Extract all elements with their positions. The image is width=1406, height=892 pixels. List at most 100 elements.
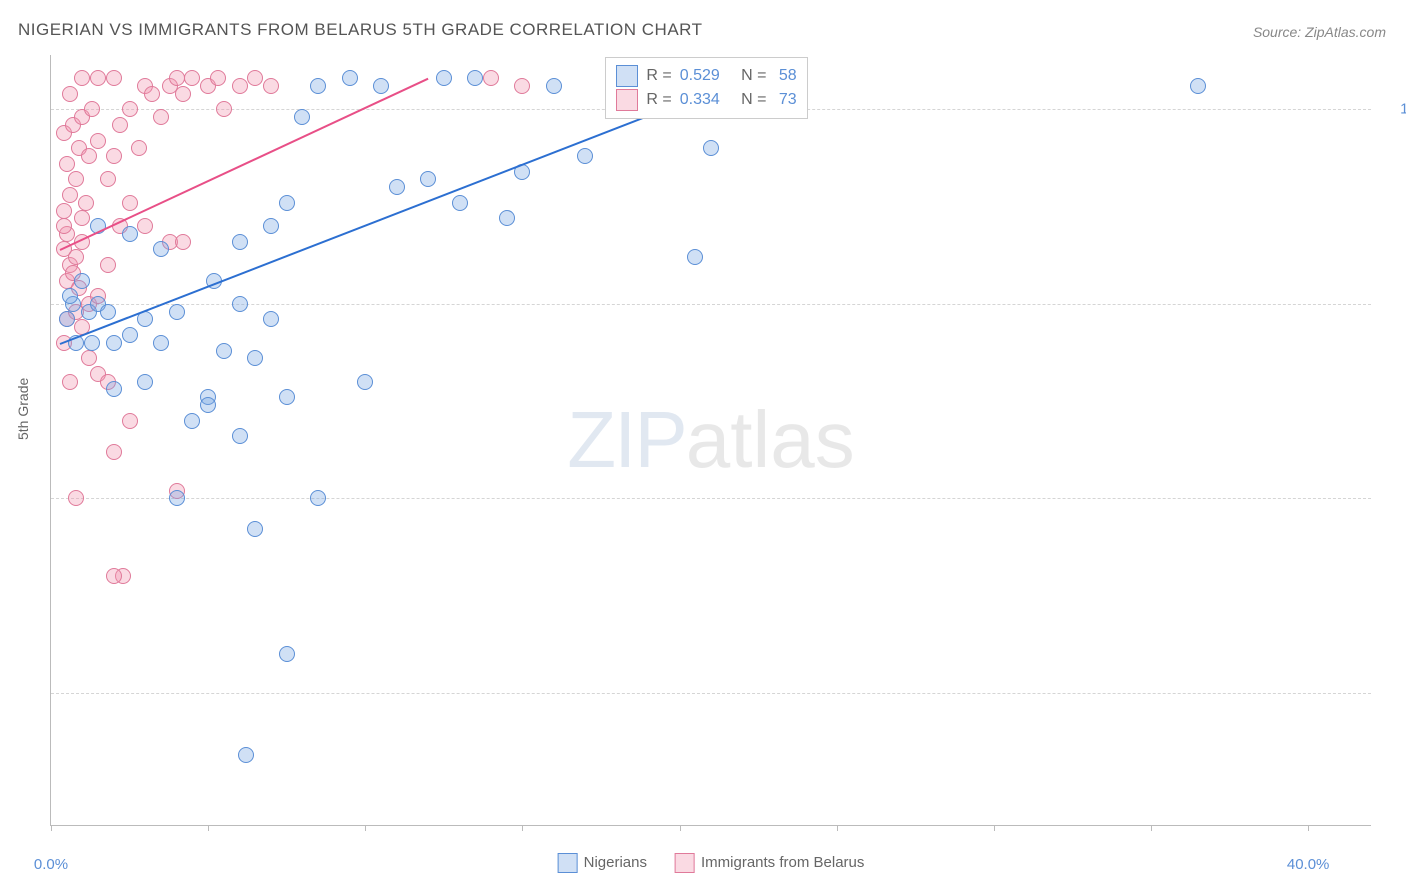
marker-nigerian	[74, 273, 90, 289]
marker-belarus	[175, 86, 191, 102]
x-tick	[680, 825, 681, 831]
legend-n-value: 58	[779, 64, 797, 88]
marker-nigerian	[546, 78, 562, 94]
marker-nigerian	[232, 234, 248, 250]
marker-belarus	[169, 70, 185, 86]
marker-nigerian	[62, 288, 78, 304]
marker-belarus	[81, 148, 97, 164]
marker-belarus	[263, 78, 279, 94]
marker-nigerian	[169, 304, 185, 320]
gridline-h	[51, 304, 1371, 305]
x-tick	[837, 825, 838, 831]
marker-nigerian	[232, 296, 248, 312]
marker-nigerian	[467, 70, 483, 86]
marker-belarus	[232, 78, 248, 94]
x-tick	[1151, 825, 1152, 831]
gridline-h	[51, 693, 1371, 694]
marker-belarus	[62, 374, 78, 390]
marker-belarus	[122, 413, 138, 429]
y-axis-label: 5th Grade	[15, 378, 31, 440]
x-tick-label: 40.0%	[1287, 856, 1330, 873]
x-tick	[51, 825, 52, 831]
marker-belarus	[74, 70, 90, 86]
marker-belarus	[68, 249, 84, 265]
marker-belarus	[514, 78, 530, 94]
marker-belarus	[90, 133, 106, 149]
legend-r-value: 0.529	[680, 64, 720, 88]
x-tick-label: 0.0%	[34, 856, 68, 873]
marker-nigerian	[216, 343, 232, 359]
marker-belarus	[90, 70, 106, 86]
x-tick	[208, 825, 209, 831]
marker-belarus	[153, 109, 169, 125]
marker-belarus	[62, 187, 78, 203]
legend-r-value: 0.334	[680, 88, 720, 112]
legend-swatch	[616, 89, 638, 111]
marker-nigerian	[310, 490, 326, 506]
marker-nigerian	[373, 78, 389, 94]
marker-belarus	[78, 195, 94, 211]
marker-nigerian	[247, 521, 263, 537]
marker-nigerian	[279, 646, 295, 662]
legend-r-label: R =	[646, 88, 671, 112]
marker-belarus	[81, 350, 97, 366]
legend-n-value: 73	[779, 88, 797, 112]
marker-nigerian	[389, 179, 405, 195]
marker-belarus	[59, 156, 75, 172]
y-tick-label: 95.0%	[1381, 490, 1406, 507]
legend-n-label: N =	[728, 64, 771, 88]
marker-belarus	[84, 101, 100, 117]
marker-nigerian	[247, 350, 263, 366]
marker-belarus	[210, 70, 226, 86]
legend-item: Nigerians	[558, 853, 647, 873]
marker-nigerian	[279, 389, 295, 405]
marker-belarus	[216, 101, 232, 117]
marker-nigerian	[184, 413, 200, 429]
marker-nigerian	[100, 304, 116, 320]
marker-belarus	[106, 70, 122, 86]
marker-nigerian	[84, 335, 100, 351]
marker-belarus	[247, 70, 263, 86]
marker-nigerian	[106, 381, 122, 397]
marker-nigerian	[122, 327, 138, 343]
legend-r-label: R =	[646, 64, 671, 88]
marker-nigerian	[169, 490, 185, 506]
marker-belarus	[68, 171, 84, 187]
marker-belarus	[483, 70, 499, 86]
marker-nigerian	[263, 311, 279, 327]
marker-belarus	[137, 218, 153, 234]
marker-nigerian	[1190, 78, 1206, 94]
legend-label: Nigerians	[584, 854, 647, 871]
source-label: Source: ZipAtlas.com	[1253, 24, 1386, 40]
scatter-plot: ZIPatlas 92.5%95.0%97.5%100.0%0.0%40.0%R…	[50, 55, 1371, 826]
marker-belarus	[106, 568, 122, 584]
marker-belarus	[184, 70, 200, 86]
marker-belarus	[100, 257, 116, 273]
marker-belarus	[122, 101, 138, 117]
marker-belarus	[106, 444, 122, 460]
marker-nigerian	[122, 226, 138, 242]
marker-nigerian	[310, 78, 326, 94]
marker-nigerian	[420, 171, 436, 187]
marker-nigerian	[436, 70, 452, 86]
watermark: ZIPatlas	[567, 394, 854, 486]
legend-item: Immigrants from Belarus	[675, 853, 864, 873]
marker-nigerian	[452, 195, 468, 211]
marker-belarus	[122, 195, 138, 211]
marker-belarus	[56, 203, 72, 219]
marker-belarus	[68, 490, 84, 506]
x-tick	[1308, 825, 1309, 831]
watermark-zip: ZIP	[567, 395, 685, 484]
legend-series: Nigerians Immigrants from Belarus	[558, 853, 865, 873]
marker-nigerian	[153, 241, 169, 257]
y-tick-label: 100.0%	[1381, 101, 1406, 118]
marker-nigerian	[59, 311, 75, 327]
marker-nigerian	[294, 109, 310, 125]
marker-nigerian	[238, 747, 254, 763]
marker-nigerian	[342, 70, 358, 86]
marker-nigerian	[232, 428, 248, 444]
legend-swatch	[675, 853, 695, 873]
marker-nigerian	[279, 195, 295, 211]
marker-belarus	[106, 148, 122, 164]
y-tick-label: 92.5%	[1381, 684, 1406, 701]
